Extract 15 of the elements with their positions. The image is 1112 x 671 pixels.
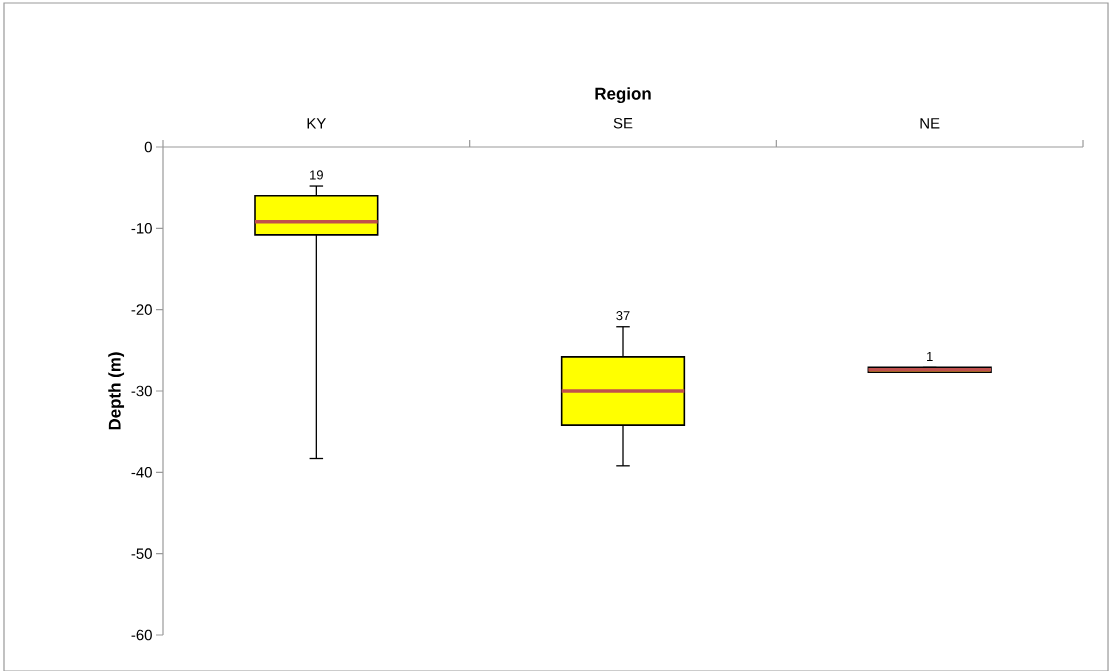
annotation: 1 [927,351,933,361]
y-tick-label: -20 [131,304,152,315]
y-axis-title: Depth (m) [108,352,125,430]
y-tick-label: -30 [131,385,152,397]
y-tick-label: -50 [131,548,152,559]
y-tick-label: -60 [131,629,152,641]
x-tick-label: KY [307,118,326,129]
x-tick-label: NE [920,118,940,129]
annotation: 37 [616,311,630,321]
y-tick-label: -10 [131,223,152,234]
y-tick-label: 0 [144,141,152,153]
annotation: 19 [310,170,323,180]
y-tick-label: -40 [131,467,152,478]
x-axis-title: Region [595,87,651,104]
x-tick-label: SE [613,117,633,129]
